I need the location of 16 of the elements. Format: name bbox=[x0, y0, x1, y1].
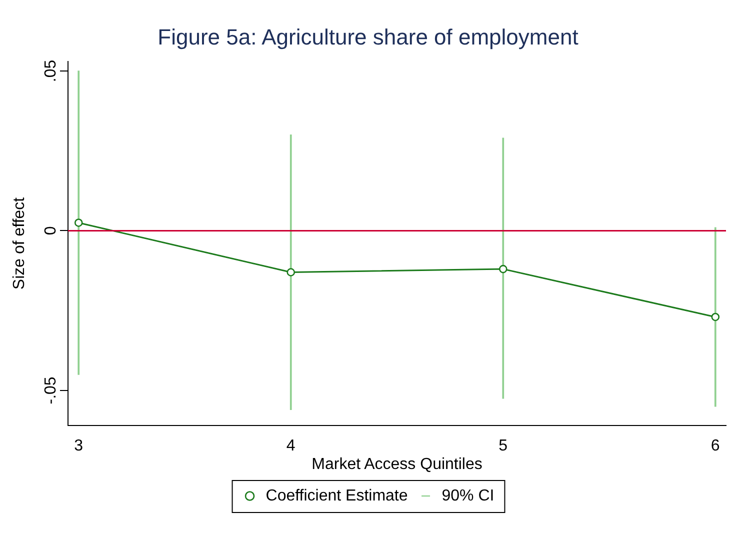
chart-title: Figure 5a: Agriculture share of employment bbox=[158, 24, 578, 50]
y-tick-label: 0 bbox=[42, 226, 60, 236]
y-tick-label: .05 bbox=[42, 60, 60, 82]
x-axis-title: Market Access Quintiles bbox=[312, 456, 482, 473]
y-tick-label: -.05 bbox=[42, 376, 60, 404]
legend-label: Coefficient Estimate bbox=[266, 487, 408, 504]
y-axis-title: Size of effect bbox=[11, 196, 28, 290]
x-tick-label: 6 bbox=[710, 438, 720, 455]
point bbox=[74, 218, 83, 227]
x-tick-label: 3 bbox=[74, 438, 84, 455]
point bbox=[286, 268, 296, 276]
point bbox=[498, 264, 508, 274]
legend-label: 90% CI bbox=[442, 487, 494, 504]
x-tick-label: 4 bbox=[286, 438, 296, 455]
x-tick-label: 5 bbox=[498, 438, 508, 455]
point bbox=[711, 312, 720, 322]
